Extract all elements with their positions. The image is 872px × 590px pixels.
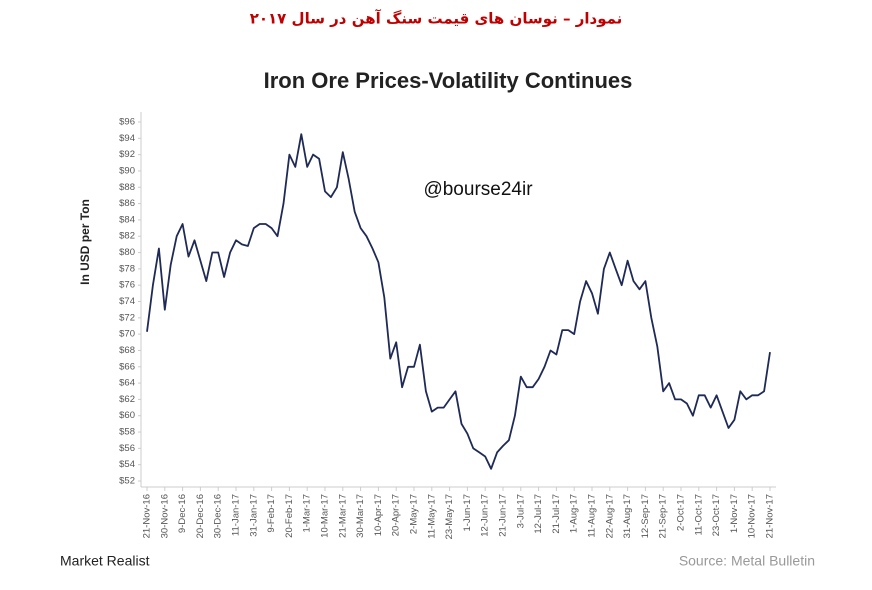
x-tick-label: 11-May-17 xyxy=(426,494,437,539)
x-tick-label: 21-Jun-17 xyxy=(498,494,509,537)
y-tick-label: $62 xyxy=(119,394,135,405)
x-tick-label: 31-Aug-17 xyxy=(622,494,633,538)
x-tick-label: 1-Nov-17 xyxy=(729,494,740,533)
y-tick-label: $54 xyxy=(119,459,135,470)
x-tick-label: 2-Oct-17 xyxy=(676,494,687,531)
price-line xyxy=(146,133,771,470)
x-tick-label: 10-Nov-17 xyxy=(747,494,758,538)
y-tick-label: $90 xyxy=(119,165,135,176)
x-tick-label: 23-May-17 xyxy=(444,494,455,539)
watermark: @bourse24ir xyxy=(423,179,533,200)
x-tick-label: 20-Apr-17 xyxy=(391,494,402,536)
x-tick-label: 12-Jun-17 xyxy=(480,494,491,537)
y-tick-label: $84 xyxy=(119,214,135,225)
x-tick-label: 21-Nov-16 xyxy=(142,494,153,538)
x-tick-label: 30-Dec-16 xyxy=(213,494,224,538)
y-tick-label: $52 xyxy=(119,476,135,487)
x-tick-label: 21-Nov-17 xyxy=(765,494,776,538)
x-tick-label: 21-Sep-17 xyxy=(658,494,669,538)
y-tick-label: $60 xyxy=(119,410,135,421)
x-tick-label: 20-Feb-17 xyxy=(284,494,295,538)
x-tick-label: 23-Oct-17 xyxy=(711,494,722,536)
source: Source: Metal Bulletin xyxy=(679,553,815,569)
y-tick-label: $94 xyxy=(119,133,135,144)
x-tick-label: 20-Dec-16 xyxy=(195,494,206,538)
y-tick-label: $96 xyxy=(119,117,135,128)
x-tick-label: 30-Mar-17 xyxy=(355,494,366,538)
y-tick-label: $72 xyxy=(119,312,135,323)
y-tick-label: $92 xyxy=(119,149,135,160)
x-tick-label: 1-Mar-17 xyxy=(302,494,313,533)
page-header: نمودار – نوسان های قیمت سنگ آهن در سال ۲… xyxy=(250,10,623,28)
y-tick-label: $88 xyxy=(119,182,135,193)
x-tick-label: 11-Aug-17 xyxy=(587,494,598,538)
x-tick-label: 21-Jul-17 xyxy=(551,494,562,534)
y-tick-label: $74 xyxy=(119,296,135,307)
y-tick-label: $80 xyxy=(119,247,135,258)
y-tick-label: $78 xyxy=(119,263,135,274)
x-tick-label: 2-May-17 xyxy=(409,494,420,534)
x-tick-label: 22-Aug-17 xyxy=(604,494,615,538)
y-tick-label: $64 xyxy=(119,378,135,389)
x-tick-label: 10-Apr-17 xyxy=(373,494,384,536)
x-tick-label: 9-Feb-17 xyxy=(266,494,277,533)
x-tick-label: 1-Aug-17 xyxy=(569,494,580,533)
y-tick-label: $66 xyxy=(119,361,135,372)
x-tick-label: 3-Jul-17 xyxy=(515,494,526,528)
brand: Market Realist xyxy=(60,553,150,569)
x-tick-label: 11-Jan-17 xyxy=(231,494,242,536)
chart-title: Iron Ore Prices-Volatility Continues xyxy=(264,68,633,93)
x-tick-label: 12-Sep-17 xyxy=(640,494,651,538)
y-axis-label: In USD per Ton xyxy=(78,199,92,285)
y-tick-label: $70 xyxy=(119,329,135,340)
x-tick-label: 30-Nov-16 xyxy=(159,494,170,538)
y-tick-label: $68 xyxy=(119,345,135,356)
x-tick-label: 9-Dec-16 xyxy=(177,494,188,533)
x-tick-label: 12-Jul-17 xyxy=(533,494,544,534)
x-tick-label: 10-Mar-17 xyxy=(320,494,331,538)
y-tick-label: $76 xyxy=(119,280,135,291)
y-tick-label: $58 xyxy=(119,427,135,438)
x-tick-label: 21-Mar-17 xyxy=(337,494,348,538)
y-tick-label: $82 xyxy=(119,231,135,242)
y-tick-label: $86 xyxy=(119,198,135,209)
x-tick-label: 11-Oct-17 xyxy=(693,494,704,536)
y-tick-label: $56 xyxy=(119,443,135,454)
x-tick-label: 1-Jun-17 xyxy=(462,494,473,532)
x-tick-label: 31-Jan-17 xyxy=(248,494,259,537)
